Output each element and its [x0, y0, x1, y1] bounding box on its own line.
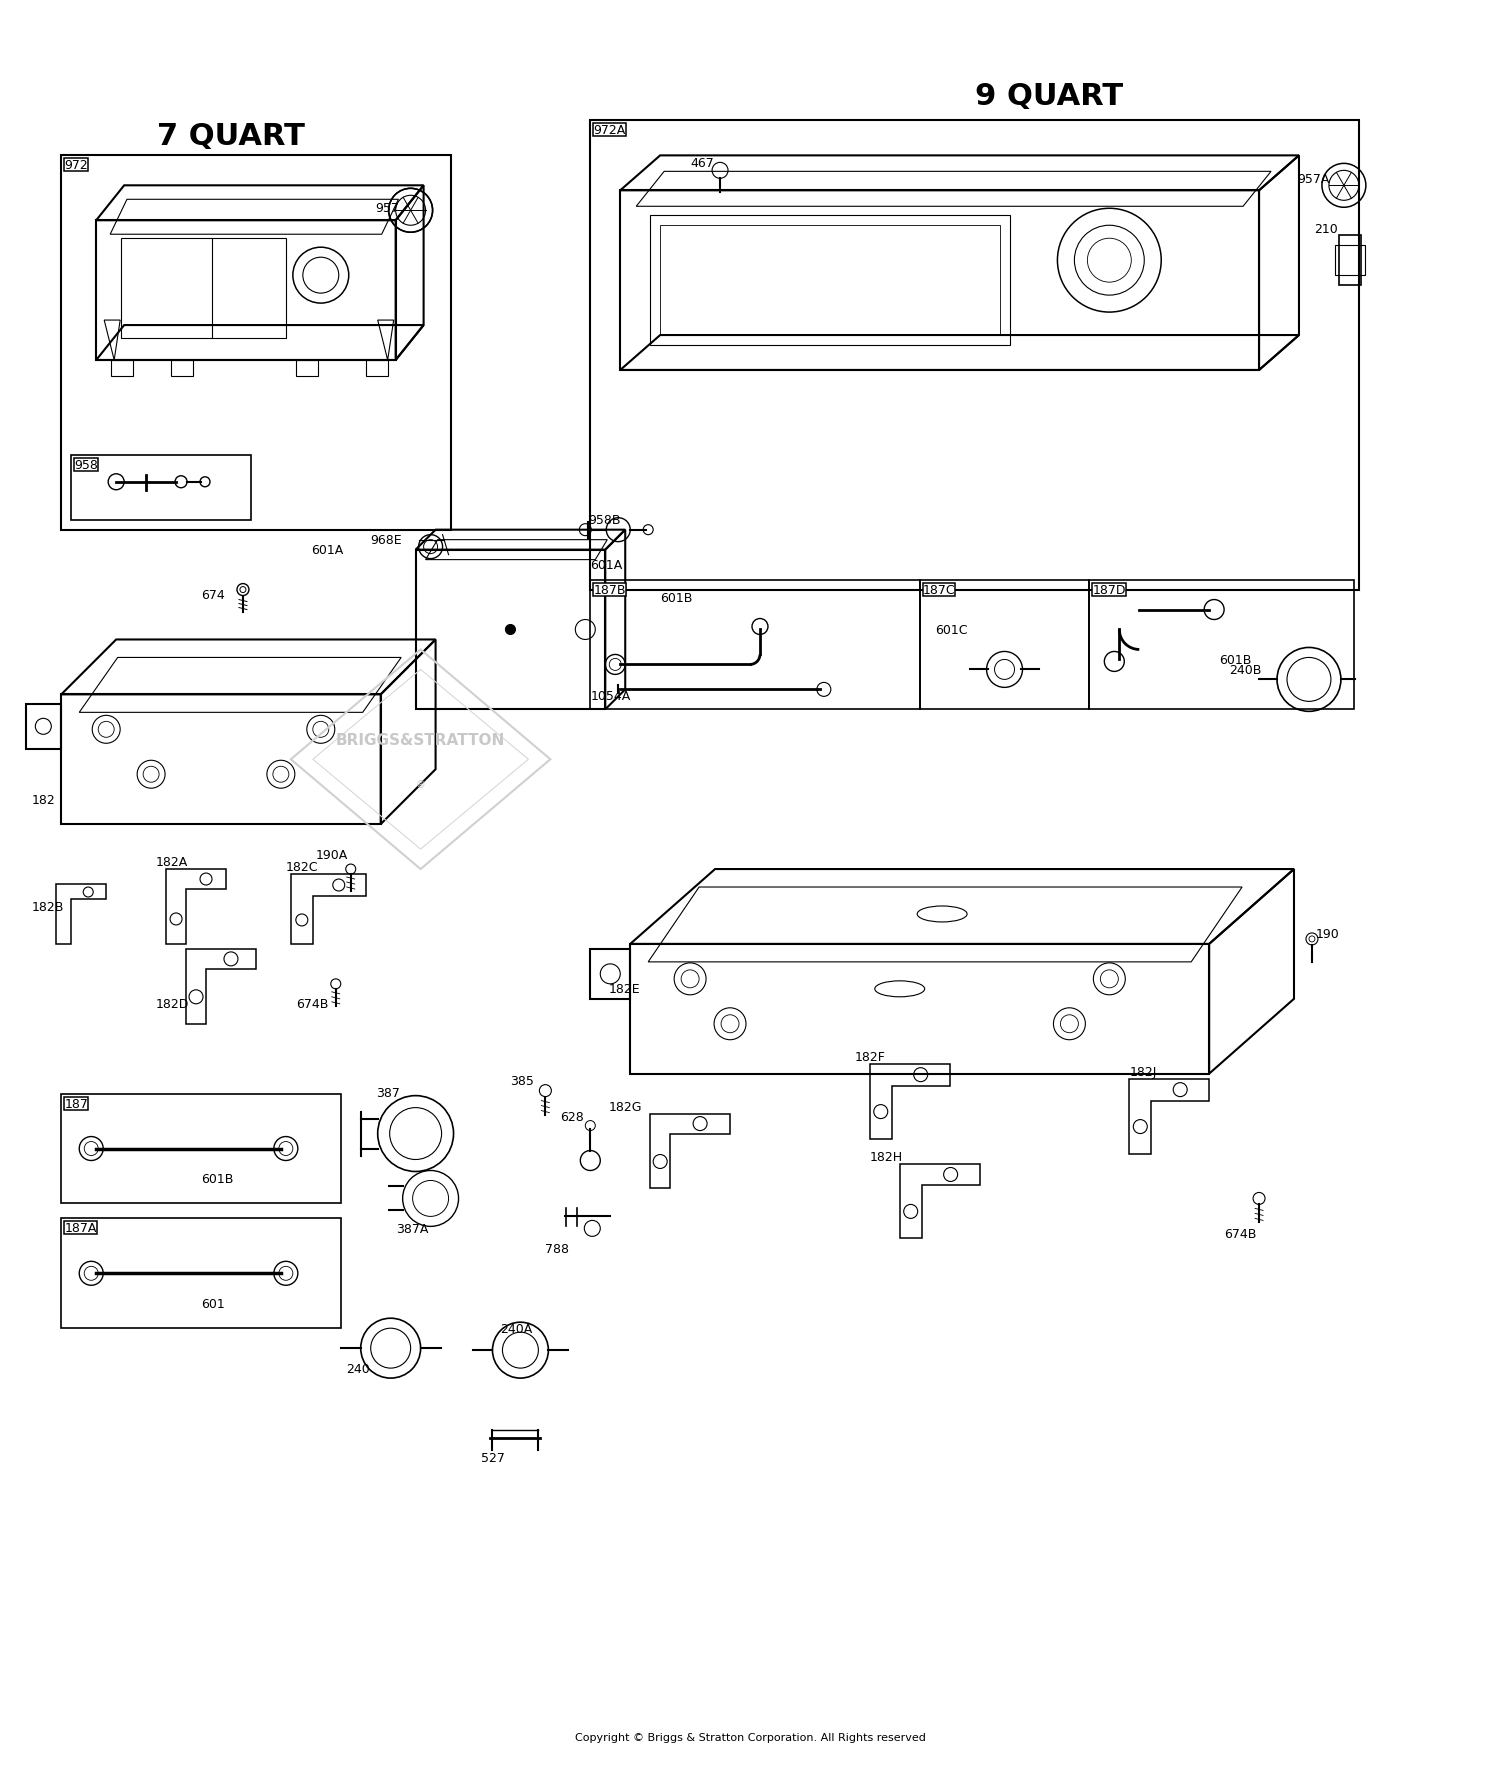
Text: 601B: 601B [1220, 653, 1251, 667]
Text: 190A: 190A [316, 848, 348, 861]
Text: 601B: 601B [201, 1172, 234, 1186]
Bar [920, 580, 1089, 710]
Text: 387A: 387A [396, 1222, 427, 1234]
Bar [111, 361, 134, 377]
Bar [62, 1218, 340, 1329]
Text: 628: 628 [561, 1111, 584, 1123]
Text: 527: 527 [480, 1451, 504, 1465]
Text: 182F: 182F [855, 1050, 885, 1064]
Bar [1089, 580, 1354, 710]
Text: 674B: 674B [1224, 1227, 1257, 1240]
Text: 182C: 182C [286, 861, 318, 873]
Text: 182B: 182B [32, 902, 63, 914]
Text: 7 QUART: 7 QUART [158, 122, 304, 150]
Text: 182E: 182E [609, 982, 640, 996]
Text: 957: 957 [375, 202, 399, 215]
Text: 958: 958 [75, 458, 98, 472]
Text: 210: 210 [1314, 222, 1338, 236]
Text: 240B: 240B [1228, 664, 1262, 676]
Text: 190: 190 [1316, 928, 1340, 941]
Bar [296, 361, 318, 377]
Text: Copyright © Briggs & Stratton Corporation. All Rights reserved: Copyright © Briggs & Stratton Corporatio… [574, 1732, 926, 1742]
Text: 182J: 182J [1130, 1066, 1156, 1079]
Text: 182A: 182A [156, 855, 189, 868]
Bar [366, 361, 387, 377]
Text: 182D: 182D [156, 998, 189, 1011]
Text: 240: 240 [345, 1361, 369, 1376]
Text: 601B: 601B [660, 592, 693, 605]
Text: BRIGGS&STRATTON: BRIGGS&STRATTON [336, 732, 506, 748]
Bar [122, 240, 286, 338]
Bar [1340, 236, 1360, 286]
Text: 1054A: 1054A [591, 689, 630, 703]
Bar [660, 225, 999, 336]
Text: 601: 601 [201, 1297, 225, 1310]
Text: 182G: 182G [609, 1100, 642, 1113]
Bar [591, 122, 1359, 590]
Text: 674: 674 [201, 589, 225, 601]
Text: 187D: 187D [1092, 583, 1126, 596]
Bar [62, 1095, 340, 1204]
Bar [591, 580, 920, 710]
Text: 467: 467 [690, 157, 714, 170]
Text: 788: 788 [546, 1242, 570, 1256]
Text: 387: 387 [375, 1086, 399, 1100]
Bar [1335, 247, 1365, 276]
Text: 972: 972 [64, 159, 88, 172]
Text: ®: ® [416, 780, 426, 789]
Text: 187B: 187B [594, 583, 626, 596]
Text: 601C: 601C [934, 624, 968, 637]
Circle shape [506, 624, 516, 635]
Text: 601A: 601A [310, 544, 344, 556]
Text: 972A: 972A [594, 125, 626, 138]
Text: 9 QUART: 9 QUART [975, 82, 1124, 111]
Text: 187C: 187C [922, 583, 956, 596]
Text: 957A: 957A [1298, 174, 1329, 186]
Text: 601A: 601A [591, 558, 622, 572]
Text: 968E: 968E [370, 533, 402, 547]
Bar [171, 361, 194, 377]
Bar [62, 156, 450, 530]
Text: 182: 182 [32, 793, 56, 807]
Text: 187A: 187A [64, 1222, 96, 1234]
Bar [72, 456, 250, 521]
Bar [650, 216, 1010, 345]
Text: 240A: 240A [501, 1322, 532, 1335]
Text: 187: 187 [64, 1097, 88, 1109]
Text: 674B: 674B [296, 998, 328, 1011]
Text: 958B: 958B [588, 513, 621, 528]
Text: 182H: 182H [870, 1150, 903, 1163]
Text: 385: 385 [510, 1075, 534, 1088]
